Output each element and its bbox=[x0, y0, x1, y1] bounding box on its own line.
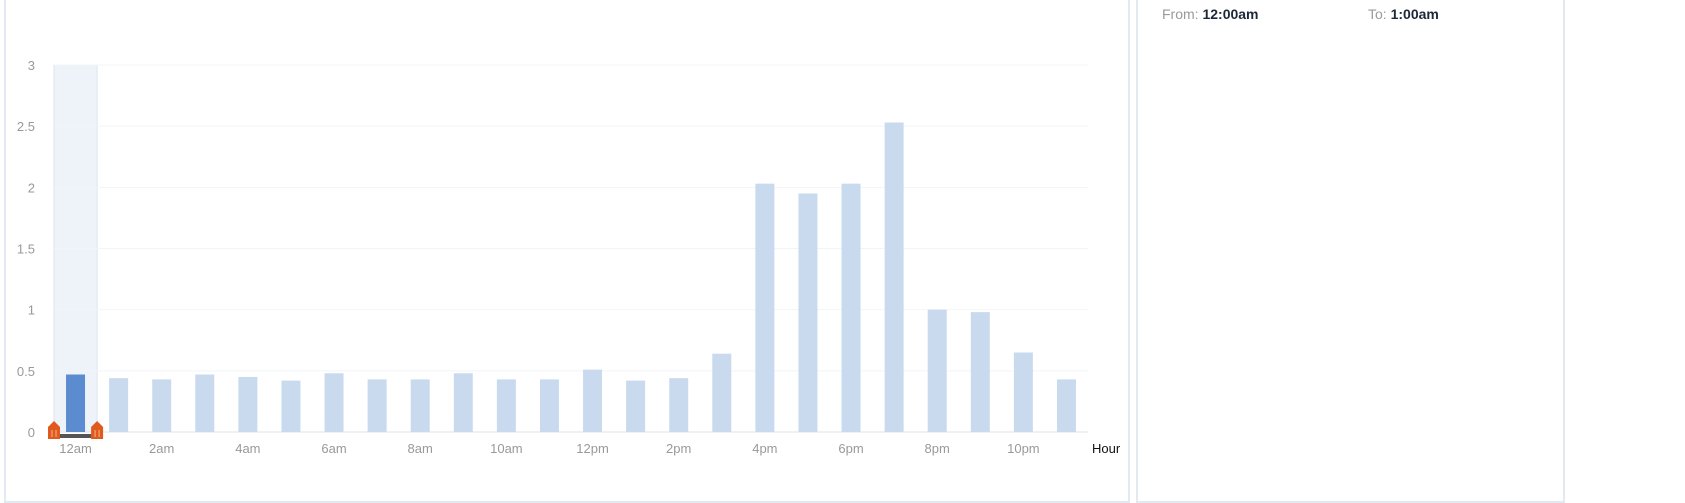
y-tick-label: 0.5 bbox=[17, 364, 35, 379]
y-tick-label: 3 bbox=[28, 58, 35, 73]
bar-12pm[interactable] bbox=[583, 369, 603, 432]
range-handle-left-icon[interactable] bbox=[48, 421, 60, 439]
bar-11pm[interactable] bbox=[1056, 379, 1076, 432]
x-tick-label: 12pm bbox=[576, 441, 609, 456]
bar-12am[interactable] bbox=[66, 374, 86, 432]
from-range: From: 12:00am bbox=[1162, 6, 1259, 22]
x-tick-label: 4am bbox=[235, 441, 260, 456]
bar-9am[interactable] bbox=[453, 373, 473, 432]
x-tick-label: 6pm bbox=[838, 441, 863, 456]
to-value: 1:00am bbox=[1390, 6, 1439, 22]
hourly-bar-chart[interactable]: 0 0.5 1 1.5 2 2.5 3 12am 2am 4am 6am 8am 10am 12pm 2pm… bbox=[2, 0, 1124, 503]
bar-5pm[interactable] bbox=[798, 193, 818, 432]
from-value: 12:00am bbox=[1202, 6, 1259, 22]
x-tick-label: 12am bbox=[59, 441, 92, 456]
bar-6am[interactable] bbox=[324, 373, 344, 432]
x-tick-label: 4pm bbox=[752, 441, 777, 456]
bar-1pm[interactable] bbox=[626, 380, 646, 432]
y-tick-label: 0 bbox=[28, 425, 35, 440]
x-tick-label: 2pm bbox=[666, 441, 691, 456]
range-handle-right-icon[interactable] bbox=[91, 421, 104, 439]
bar-10am[interactable] bbox=[496, 379, 516, 432]
bar-11am[interactable] bbox=[539, 379, 559, 432]
x-axis-label: Hour bbox=[1092, 441, 1121, 456]
from-label: From: bbox=[1162, 6, 1199, 22]
x-tick-label: 10pm bbox=[1007, 441, 1040, 456]
x-tick-label: 2am bbox=[149, 441, 174, 456]
bar-10pm[interactable] bbox=[1013, 352, 1033, 432]
chart-panel: 0 0.5 1 1.5 2 2.5 3 12am 2am 4am 6am 8am 10am 12pm 2pm… bbox=[4, 0, 1130, 503]
selection-track bbox=[54, 434, 98, 438]
bar-2am[interactable] bbox=[152, 379, 172, 432]
y-tick-label: 1.5 bbox=[17, 242, 35, 257]
x-tick-label: 10am bbox=[490, 441, 523, 456]
bar-1am[interactable] bbox=[109, 378, 129, 432]
bar-3pm[interactable] bbox=[712, 353, 732, 432]
y-tick-label: 2.5 bbox=[17, 119, 35, 134]
bar-4am[interactable] bbox=[238, 376, 258, 432]
bar-4pm[interactable] bbox=[755, 183, 775, 432]
bar-8pm[interactable] bbox=[927, 309, 947, 432]
x-tick-label: 6am bbox=[321, 441, 346, 456]
bar-8am[interactable] bbox=[410, 379, 430, 432]
bar-2pm[interactable] bbox=[669, 378, 689, 432]
to-label: To: bbox=[1368, 6, 1387, 22]
range-panel: From: 12:00am To: 1:00am bbox=[1136, 0, 1565, 503]
x-tick-label: 8pm bbox=[925, 441, 950, 456]
bar-3am[interactable] bbox=[195, 374, 215, 432]
y-tick-label: 2 bbox=[28, 180, 35, 195]
x-tick-label: 8am bbox=[408, 441, 433, 456]
bar-7pm[interactable] bbox=[884, 122, 904, 432]
to-range: To: 1:00am bbox=[1368, 6, 1439, 22]
bar-6pm[interactable] bbox=[841, 183, 861, 432]
bar-5am[interactable] bbox=[281, 380, 301, 432]
y-tick-label: 1 bbox=[28, 303, 35, 318]
bar-7am[interactable] bbox=[367, 379, 387, 432]
bar-9pm[interactable] bbox=[970, 312, 990, 432]
